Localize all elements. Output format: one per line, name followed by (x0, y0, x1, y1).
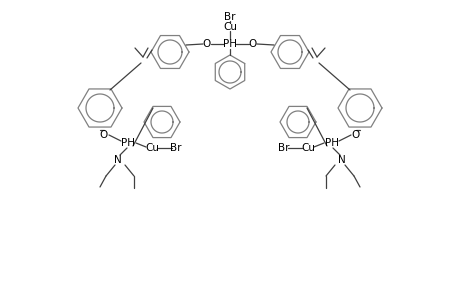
Text: N: N (337, 155, 345, 165)
Text: Br: Br (278, 143, 289, 153)
Text: O: O (100, 130, 108, 140)
Text: O: O (248, 39, 257, 49)
Text: PH: PH (325, 138, 338, 148)
Text: PH: PH (223, 39, 236, 49)
Text: Br: Br (224, 12, 235, 22)
Text: PH: PH (121, 138, 134, 148)
Text: Cu: Cu (300, 143, 314, 153)
Text: Cu: Cu (145, 143, 159, 153)
Text: Cu: Cu (223, 22, 236, 32)
Text: O: O (202, 39, 211, 49)
Text: Br: Br (170, 143, 181, 153)
Text: O: O (351, 130, 359, 140)
Text: N: N (114, 155, 122, 165)
